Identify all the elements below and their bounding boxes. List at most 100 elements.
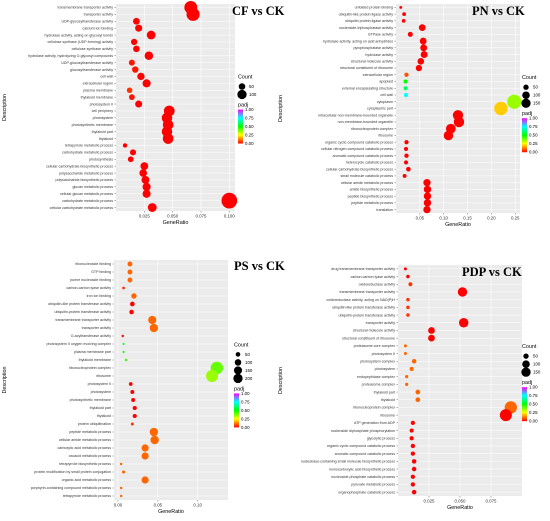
panel-0: transmembrane transporter activity transp… [2,1,285,226]
description-label: structural constituent of ribosome [342,336,395,340]
data-point [406,305,410,310]
data-point [162,133,174,144]
data-point [407,31,413,37]
description-label: cellular carbohydrate biosynthetic proce… [46,164,113,168]
description-label: photosystem II [88,382,111,386]
legend-count-title: Count [234,342,249,348]
data-point [128,94,135,101]
description-label: UDP-glycosyltransferase activity [61,19,113,23]
description-label: structural constituent of ribosome [340,66,393,70]
data-point [130,301,135,307]
data-point [405,375,409,379]
description-label: organic acid metabolic process [62,478,112,482]
data-point [415,64,423,72]
description-label: GTP binding [91,270,111,274]
description-label: cellular amide metabolic process [59,438,111,442]
data-point [128,59,135,66]
description-label: hydrolase activity, hydrolyzing O-glycos… [28,54,113,58]
description-label: glycolytic process [367,436,395,440]
x-tick-label: 0.25 [511,216,520,221]
data-point [399,5,403,9]
description-label: thylakoid membrane [79,358,111,362]
data-point [443,130,454,141]
legend-colorbar-label: 0.75 [245,116,254,121]
description-label: hydrolase activity [365,53,393,57]
legend-size-label: 50 [533,85,538,90]
description-label: transporter activity [82,326,112,330]
description-label: intracellular non-membrane-bounded organ… [318,113,393,117]
description-label: thylakoid part [90,406,111,410]
description-label: photosystem [91,390,111,394]
data-point [131,398,136,402]
data-point [126,87,133,94]
data-point [418,24,426,31]
description-label: ribosome [96,374,111,378]
data-point [403,146,409,152]
description-label: oxidoreductase activity, acting on NAD(P… [326,298,395,302]
description-label: UDP-glucosyltransferase activity [61,61,113,65]
legend-colorbar-label: 0.00 [241,425,250,430]
description-label: ubiquitin-protein transferase activity [54,310,111,314]
data-point [119,462,123,466]
data-point [406,166,411,172]
legend-size-dot [521,367,531,377]
data-point [403,86,408,91]
x-tick-label: 0.050 [455,499,467,504]
x-tick-label: 0.05 [416,216,425,221]
data-point [406,274,410,279]
description-label: photosystem II [90,102,113,106]
description-label: organic cyclic compound catabolic proces… [325,140,393,144]
data-point [149,427,159,437]
data-point [428,334,435,342]
legend-colorbar-label: 0.50 [529,133,538,138]
description-label: carbohydrate metabolic process [62,151,113,155]
data-point [411,489,417,495]
data-point [408,282,413,287]
data-point [149,323,159,333]
description-label: nucleoside phosphate catabolic process [331,475,395,479]
description-label: glucan metabolic process [72,185,113,189]
description-label: ubiquitin-like protein ligase activity [339,12,394,16]
description-label: cellular carbohydrate biosynthetic proce… [326,167,393,171]
y-axis-title: Description [278,95,284,122]
legend-colorbar-label: 0.00 [245,141,254,146]
data-point [423,199,432,207]
description-label: organophosphate catabolic process [338,490,395,494]
data-point [147,203,157,212]
data-point [135,24,143,32]
description-label: nucleobase-containing small molecule bio… [301,460,395,464]
description-label: proteasome core complex [354,344,396,348]
description-label: external encapsulating structure [342,86,393,90]
legend-count-title: Count [238,75,253,81]
data-point [423,192,432,200]
x-tick-label: 0.075 [486,499,498,504]
data-point [411,358,417,364]
data-point [428,327,435,334]
legend-colorbar-label: 0.50 [241,408,250,413]
description-label: ATP generation from ADP [354,421,396,425]
legend-size-dot [522,360,530,368]
data-point [132,405,137,411]
legend-colorbar [522,118,527,153]
data-point [142,182,151,191]
description-label: thylakoid part [92,130,113,134]
description-label: aromatic compound catabolic process [335,452,396,456]
data-point [186,7,200,21]
data-point [144,51,154,61]
x-tick-label: 0.05 [154,503,163,508]
y-axis-title: Description [278,367,284,394]
legend-colorbar-label: 1.00 [529,385,538,390]
legend-size-label: 150 [533,370,541,375]
data-point [129,309,134,315]
legend-size-label: 150 [245,368,253,373]
legend-size-dot [237,89,247,100]
data-point [499,409,512,422]
data-point [411,466,417,472]
x-tick-label: 0.10 [439,216,448,221]
legend-colorbar-label: 0.00 [529,419,538,424]
description-label: cellulose synthase activity [72,47,114,51]
legend-size-dot [234,359,242,366]
